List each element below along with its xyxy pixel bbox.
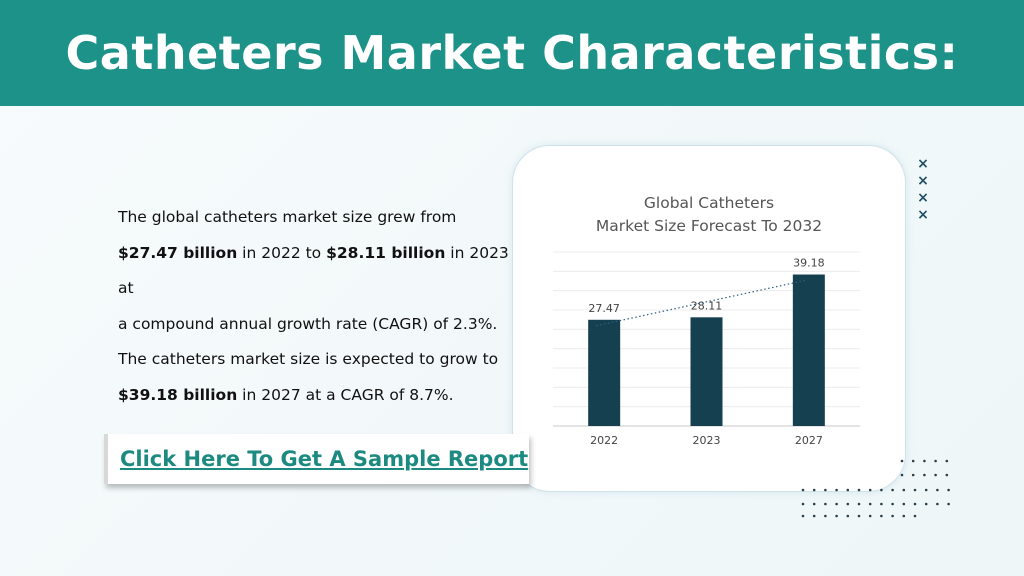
decor-dot <box>924 488 928 492</box>
close-icon: × <box>917 156 929 172</box>
decor-dot <box>900 459 904 463</box>
value-2023: $28.11 billion <box>326 243 446 262</box>
decor-dot <box>911 459 915 463</box>
decor-dot <box>902 488 906 492</box>
decor-dot <box>947 502 950 506</box>
decor-dot <box>846 514 850 518</box>
decor-dot <box>923 473 926 477</box>
decor-dot <box>846 502 850 506</box>
value-2027: $39.18 billion <box>118 385 238 404</box>
decor-dot <box>880 502 883 506</box>
decor-dot <box>945 459 949 463</box>
decor-dot <box>835 488 838 492</box>
decor-dot <box>868 514 872 518</box>
description-line-5: $39.18 billion in 2027 at a CAGR of 8.7%… <box>118 385 454 404</box>
decor-dot <box>891 502 894 506</box>
bar-2022 <box>588 319 621 426</box>
decor-dot <box>900 473 904 477</box>
close-icon: × <box>917 207 929 223</box>
decor-dot <box>934 459 937 463</box>
bar-chart: 27.47 2022 28.11 2023 39.18 2027 <box>553 251 860 447</box>
data-label-2023: 28.11 <box>691 299 723 312</box>
decor-dot <box>891 488 894 492</box>
decor-dot <box>801 514 805 518</box>
market-description: The global catheters market size grew fr… <box>118 200 518 413</box>
decor-dot <box>857 502 861 506</box>
decor-dot <box>801 488 805 492</box>
decor-dot <box>911 473 915 477</box>
decor-dot <box>868 488 872 492</box>
data-label-2027: 39.18 <box>793 257 825 270</box>
decor-dot <box>936 502 939 506</box>
bar-2027 <box>792 274 825 426</box>
decor-dot <box>924 502 928 506</box>
chart-title-line-2: Market Size Forecast To 2032 <box>595 217 823 235</box>
data-label-2022: 27.47 <box>588 302 620 315</box>
decor-dot <box>934 473 937 477</box>
page-title: Catheters Market Characteristics: <box>65 26 959 80</box>
decor-dot <box>913 502 917 506</box>
decor-dot <box>812 514 816 518</box>
decor-dot <box>835 514 838 518</box>
decor-dot <box>945 473 949 477</box>
description-line-2: $27.47 billion in 2022 to $28.11 billion… <box>118 243 509 298</box>
chart-title: Global Catheters Market Size Forecast To… <box>513 192 905 238</box>
decor-dot <box>880 514 883 518</box>
decor-dot <box>812 502 816 506</box>
sample-report-link[interactable]: Click Here To Get A Sample Report <box>120 447 529 471</box>
decor-dot <box>947 488 950 492</box>
description-line-1: The global catheters market size grew fr… <box>118 208 457 226</box>
decor-dot <box>868 502 872 506</box>
decor-dot <box>923 459 926 463</box>
decorative-dot-grid <box>801 459 950 518</box>
description-line-3: a compound annual growth rate (CAGR) of … <box>118 314 498 333</box>
close-icon: × <box>917 190 929 206</box>
decor-dot <box>913 488 917 492</box>
header-banner: Catheters Market Characteristics: <box>0 0 1024 106</box>
decor-dot <box>902 502 906 506</box>
decor-dot <box>880 488 883 492</box>
decor-dot <box>857 514 861 518</box>
chart-title-line-1: Global Catheters <box>643 194 775 212</box>
decor-dot <box>846 488 850 492</box>
close-icon: × <box>917 173 929 189</box>
tick-label-2022: 2022 <box>590 434 618 447</box>
decor-dot <box>824 488 827 492</box>
decor-dot <box>891 514 894 518</box>
decor-dot <box>835 502 838 506</box>
tick-label-2027: 2027 <box>795 434 823 447</box>
decor-dot <box>857 488 861 492</box>
decor-dot <box>913 514 917 518</box>
decor-dot <box>936 488 939 492</box>
decor-dot <box>902 514 906 518</box>
description-line-4: The catheters market size is expected to… <box>118 350 499 368</box>
tick-label-2023: 2023 <box>693 434 721 447</box>
decor-dot <box>824 502 827 506</box>
chart-card: Global Catheters Market Size Forecast To… <box>512 145 906 492</box>
sample-report-box[interactable]: Click Here To Get A Sample Report <box>104 434 529 484</box>
value-2022: $27.47 billion <box>118 243 238 262</box>
bar-2023 <box>690 317 723 426</box>
decorative-x-marks: × × × × <box>916 156 930 224</box>
decor-dot <box>812 488 816 492</box>
decor-dot <box>801 502 805 506</box>
decor-dot <box>824 514 827 518</box>
